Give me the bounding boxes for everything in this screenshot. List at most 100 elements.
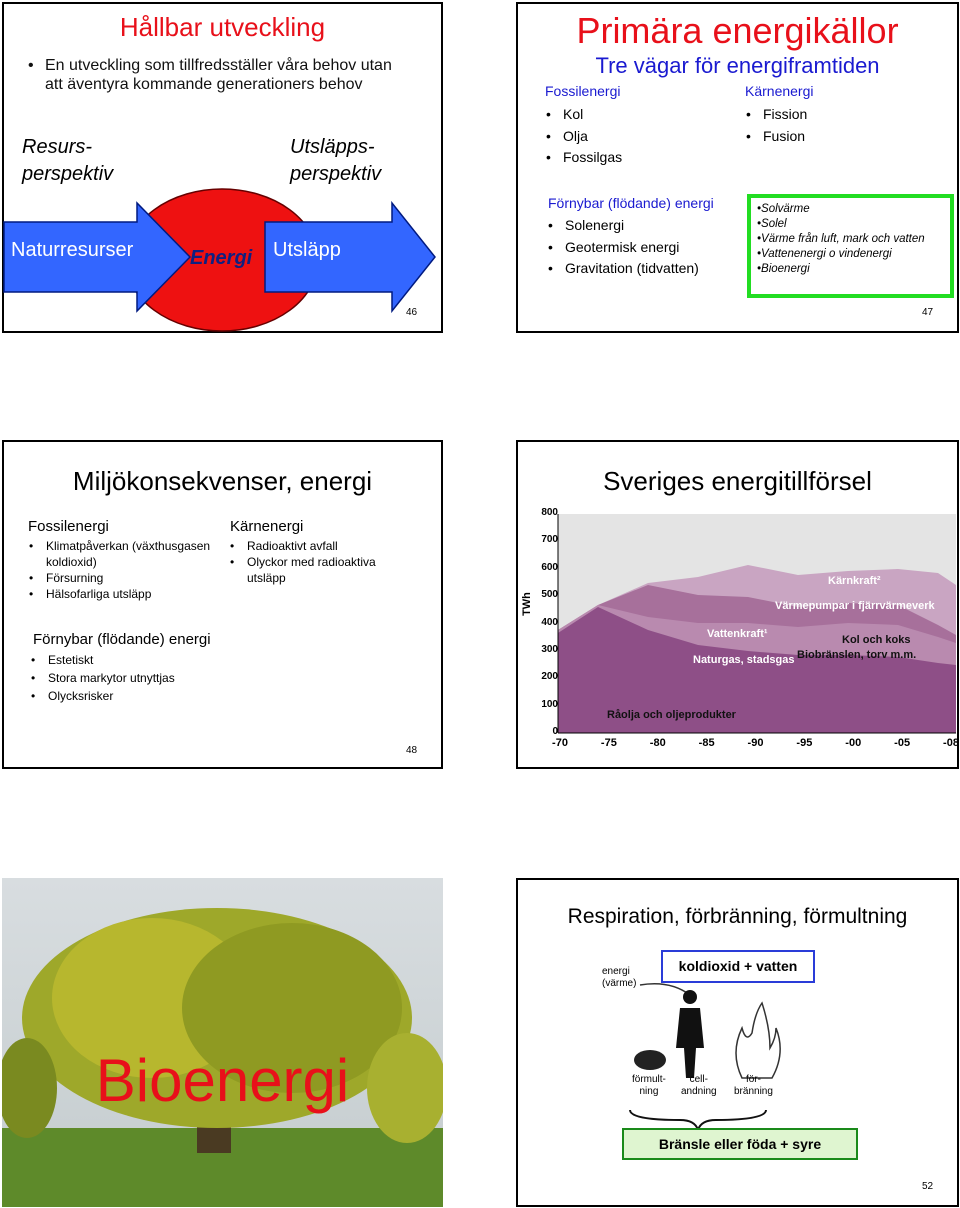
heading: Kärnenergi <box>230 518 304 535</box>
slide-subtitle: Tre vägar för energiframtiden <box>595 53 880 78</box>
slide-title: Respiration, förbränning, förmultning <box>567 905 908 928</box>
bullet: Estetiskt <box>31 651 175 669</box>
text-line: energi <box>602 966 630 977</box>
bullet: Fusion <box>746 126 807 148</box>
bullet: Klimatpåverkan (växthusgasen koldioxid) <box>29 538 226 570</box>
area-label: Kärnkraft² <box>828 575 881 587</box>
text: Solvärme <box>761 203 810 215</box>
y-tick-label: 700 <box>541 534 558 546</box>
x-tick-label: -80 <box>649 737 666 749</box>
box-item: •Värme från luft, mark och vatten <box>757 233 925 245</box>
text-line: (värme) <box>602 978 637 989</box>
flow-graphic <box>3 188 436 332</box>
page-number: 46 <box>406 307 418 318</box>
text: Värme från luft, mark och vatten <box>761 233 925 245</box>
area-label: Råolja och oljeprodukter <box>607 709 736 721</box>
x-tick-label: -05 <box>894 737 911 749</box>
list: Radioaktivt avfall Olyckor med radioakti… <box>230 538 397 586</box>
list: Fission Fusion <box>746 104 807 148</box>
text: Solel <box>761 218 787 230</box>
bullet: Stora markytor utnyttjas <box>31 669 175 687</box>
text-line: perspektiv <box>290 163 382 185</box>
bullet: En utveckling som tillfredsställer våra … <box>28 56 395 94</box>
arrow-decor <box>639 983 691 996</box>
bottom-box: Bränsle eller föda + syre <box>622 1128 858 1160</box>
bullet: Olycksrisker <box>31 687 175 705</box>
heading: Förnybar (flödande) energi <box>548 195 714 211</box>
page-number: 47 <box>922 307 934 318</box>
text: Bioenergi <box>761 263 810 275</box>
y-tick-label: 200 <box>541 671 558 683</box>
y-tick-label: 400 <box>541 616 558 628</box>
y-tick-label: 0 <box>552 726 558 737</box>
x-tick-label: -08 <box>943 737 959 749</box>
area-label: Kol och koks <box>842 634 911 646</box>
text-line: cell- <box>689 1074 708 1085</box>
y-tick-label: 100 <box>541 698 558 710</box>
area-label: Biobränslen, torv m.m. <box>797 649 917 661</box>
text-line: perspektiv <box>22 163 114 185</box>
box-item: •Vattenenergi o vindenergi <box>757 248 892 260</box>
slide-title: Sveriges energitillförsel <box>603 466 872 496</box>
text-line: för- <box>745 1074 761 1085</box>
slide-frame <box>516 2 959 333</box>
flow-label: Energi <box>190 247 253 269</box>
heading: Förnybar (flödande) energi <box>33 631 211 648</box>
bullet: Gravitation (tidvatten) <box>548 258 699 280</box>
fire-icon <box>735 1001 781 1079</box>
compost-icon <box>634 1050 666 1070</box>
top-box: koldioxid + vatten <box>661 950 815 983</box>
energy-label: energi (värme) <box>602 966 636 990</box>
process-label: cell- andning <box>681 1074 717 1098</box>
list: Solenergi Geotermisk energi Gravitation … <box>548 215 699 280</box>
area-label: Naturgas, stadsgas <box>693 654 795 666</box>
text-line: förmult- <box>632 1074 666 1085</box>
flow-label: Naturresurser <box>11 239 134 261</box>
bullet: Olyckor med radioaktiva utsläpp <box>230 554 397 586</box>
slide-title: Hållbar utveckling <box>119 12 326 42</box>
heading: Fossilenergi <box>28 518 109 535</box>
slide-title: Miljökonsekvenser, energi <box>72 466 373 496</box>
bush <box>2 1038 57 1138</box>
x-tick-label: -75 <box>600 737 617 749</box>
slide-frame <box>516 878 959 1207</box>
bullet: Radioaktivt avfall <box>230 538 397 554</box>
tree-photo <box>2 878 443 1207</box>
perspective-left: Resurs- perspektiv <box>22 134 113 188</box>
crown <box>182 923 402 1093</box>
text-line: andning <box>681 1086 717 1097</box>
x-tick-label: -90 <box>747 737 764 749</box>
person-icon <box>683 990 697 1004</box>
bullet: Solenergi <box>548 215 699 237</box>
cycle-illustration <box>629 983 781 1130</box>
area-label: Vattenkraft¹ <box>707 628 768 640</box>
bullet: Olja <box>546 126 622 148</box>
bullet: Försurning <box>29 570 226 586</box>
box-item: •Solvärme <box>757 203 810 215</box>
area-decor <box>558 607 956 733</box>
text: Vattenenergi o vindenergi <box>761 248 892 260</box>
slide-title: Primära energikällor <box>576 10 899 51</box>
perspective-right: Utsläpps- perspektiv <box>290 134 381 188</box>
text-line: ning <box>639 1086 659 1097</box>
chart-image <box>557 514 956 734</box>
box-item: •Solel <box>757 218 787 230</box>
list: Kol Olja Fossilgas <box>546 104 622 169</box>
process-label: förmult- ning <box>632 1074 666 1098</box>
person-icon <box>676 1008 704 1078</box>
arrow-out <box>264 200 436 314</box>
box-item: •Bioenergi <box>757 263 810 275</box>
x-tick-label: -85 <box>698 737 715 749</box>
process-label: för- bränning <box>734 1074 773 1098</box>
slide-frame <box>2 440 443 769</box>
flow-label: Utsläpp <box>273 239 341 261</box>
highlight-box: •Solvärme •Solel •Värme från luft, mark … <box>747 194 954 298</box>
y-tick-label: 500 <box>541 589 558 601</box>
brace <box>629 1109 767 1130</box>
y-tick-label: 600 <box>541 561 558 573</box>
x-tick-label: -70 <box>552 737 568 749</box>
y-tick-label: 800 <box>541 507 558 518</box>
slide-frame <box>516 440 959 769</box>
